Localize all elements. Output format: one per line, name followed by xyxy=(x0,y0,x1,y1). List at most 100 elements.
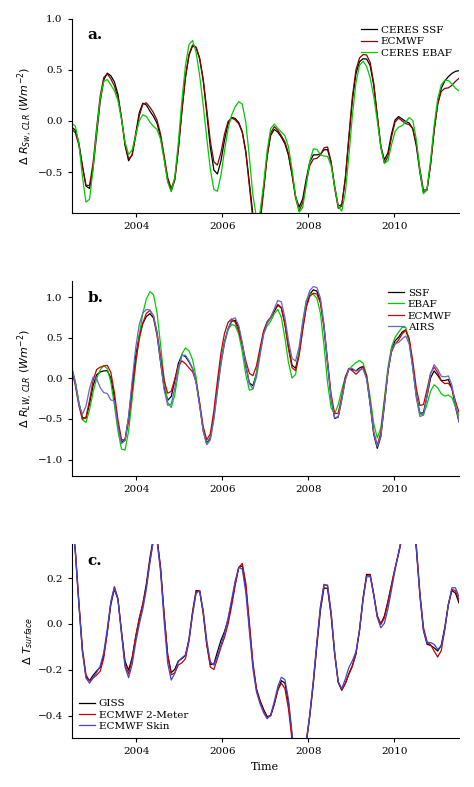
EBAF xyxy=(456,411,462,420)
ECMWF 2-Meter xyxy=(257,697,263,707)
ECMWF 2-Meter xyxy=(453,586,458,596)
ECMWF xyxy=(456,74,462,83)
ECMWF 2-Meter xyxy=(69,512,74,522)
Text: c.: c. xyxy=(87,553,102,567)
CERES SSF xyxy=(456,66,462,76)
CERES SSF xyxy=(264,151,270,161)
Text: b.: b. xyxy=(87,291,103,305)
ECMWF Skin xyxy=(246,626,252,636)
EBAF xyxy=(438,389,444,398)
EBAF xyxy=(349,361,355,371)
CERES SSF xyxy=(349,95,355,105)
Y-axis label: $\Delta$ $T_{surface}$: $\Delta$ $T_{surface}$ xyxy=(21,617,35,665)
ECMWF 2-Meter xyxy=(246,618,252,627)
Y-axis label: $\Delta$ $R_{Sw,\,CLR}$ $(Wm^{-2})$: $\Delta$ $R_{Sw,\,CLR}$ $(Wm^{-2})$ xyxy=(15,67,35,165)
SSF xyxy=(69,364,74,374)
CERES EBAF xyxy=(190,35,195,45)
ECMWF xyxy=(349,91,355,101)
CERES EBAF xyxy=(264,146,270,155)
CERES SSF xyxy=(190,41,195,50)
AIRS xyxy=(438,371,444,381)
AIRS xyxy=(453,400,458,409)
EBAF xyxy=(190,355,195,364)
Line: CERES EBAF: CERES EBAF xyxy=(72,40,459,218)
GISS xyxy=(246,621,252,630)
X-axis label: Time: Time xyxy=(251,762,280,772)
ECMWF xyxy=(246,368,252,378)
Y-axis label: $\Delta$ $R_{LW,\,CLR}$ $(Wm^{-2})$: $\Delta$ $R_{LW,\,CLR}$ $(Wm^{-2})$ xyxy=(15,329,35,428)
GISS xyxy=(69,512,74,522)
Line: GISS: GISS xyxy=(72,503,459,777)
GISS xyxy=(182,651,188,660)
ECMWF xyxy=(257,343,263,353)
Line: ECMWF: ECMWF xyxy=(72,45,459,235)
ECMWF xyxy=(69,124,74,134)
AIRS xyxy=(346,364,352,374)
CERES SSF xyxy=(250,210,256,220)
Line: EBAF: EBAF xyxy=(72,292,459,450)
ECMWF Skin xyxy=(257,699,263,708)
AIRS xyxy=(456,416,462,426)
ECMWF Skin xyxy=(438,641,444,651)
AIRS xyxy=(310,282,316,291)
ECMWF xyxy=(190,40,195,50)
CERES EBAF xyxy=(254,213,259,223)
SSF xyxy=(456,417,462,427)
CERES SSF xyxy=(254,224,259,234)
ECMWF xyxy=(69,366,74,375)
ECMWF Skin xyxy=(453,583,458,593)
SSF xyxy=(257,347,263,357)
CERES SSF xyxy=(438,83,444,93)
GISS xyxy=(296,772,302,781)
Line: ECMWF Skin: ECMWF Skin xyxy=(72,503,459,775)
ECMWF 2-Meter xyxy=(346,670,352,679)
SSF xyxy=(374,444,380,453)
ECMWF xyxy=(453,76,458,86)
ECMWF xyxy=(453,397,458,406)
AIRS xyxy=(246,379,252,389)
CERES SSF xyxy=(182,72,188,82)
CERES EBAF xyxy=(69,119,74,128)
ECMWF 2-Meter xyxy=(182,654,188,663)
ECMWF xyxy=(346,364,352,373)
ECMWF xyxy=(438,376,444,386)
CERES EBAF xyxy=(349,110,355,120)
ECMWF xyxy=(374,441,380,450)
Legend: CERES SSF, ECMWF, CERES EBAF: CERES SSF, ECMWF, CERES EBAF xyxy=(359,24,454,60)
ECMWF 2-Meter xyxy=(296,772,302,781)
GISS xyxy=(456,598,462,608)
CERES SSF xyxy=(453,67,458,76)
CERES EBAF xyxy=(250,191,256,201)
EBAF xyxy=(69,364,74,373)
Legend: SSF, EBAF, ECMWF, AIRS: SSF, EBAF, ECMWF, AIRS xyxy=(386,286,454,334)
GISS xyxy=(453,589,458,598)
ECMWF Skin xyxy=(406,498,412,508)
CERES EBAF xyxy=(182,61,188,70)
ECMWF xyxy=(250,215,256,224)
AIRS xyxy=(257,351,263,360)
ECMWF xyxy=(182,72,188,82)
SSF xyxy=(246,379,252,388)
ECMWF xyxy=(310,289,316,298)
Line: SSF: SSF xyxy=(72,290,459,449)
Line: ECMWF: ECMWF xyxy=(72,294,459,445)
ECMWF 2-Meter xyxy=(406,497,412,506)
GISS xyxy=(438,641,444,650)
GISS xyxy=(257,696,263,705)
ECMWF Skin xyxy=(69,514,74,523)
Line: ECMWF 2-Meter: ECMWF 2-Meter xyxy=(72,501,459,777)
ECMWF Skin xyxy=(296,770,302,780)
GISS xyxy=(346,669,352,678)
Line: AIRS: AIRS xyxy=(72,286,459,446)
Legend: GISS, ECMWF 2-Meter, ECMWF Skin: GISS, ECMWF 2-Meter, ECMWF Skin xyxy=(77,697,190,733)
ECMWF xyxy=(182,359,188,368)
ECMWF Skin xyxy=(456,592,462,601)
SSF xyxy=(346,364,352,374)
ECMWF 2-Meter xyxy=(456,595,462,604)
EBAF xyxy=(264,321,270,331)
EBAF xyxy=(122,445,128,455)
ECMWF Skin xyxy=(346,663,352,672)
SSF xyxy=(438,376,444,386)
EBAF xyxy=(453,402,458,412)
AIRS xyxy=(182,350,188,360)
